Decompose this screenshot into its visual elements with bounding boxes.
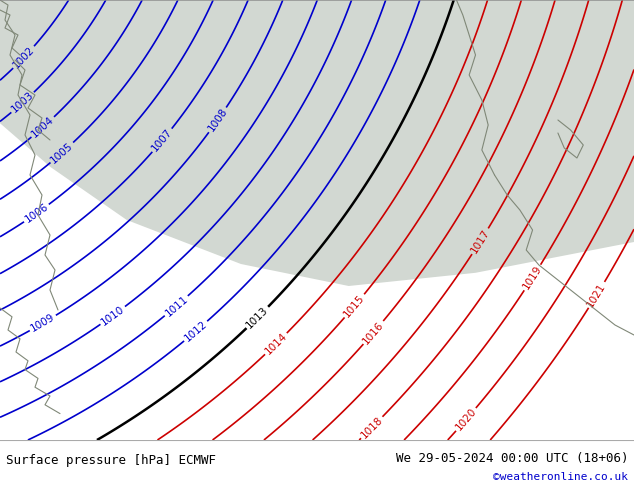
Polygon shape	[0, 0, 634, 286]
Text: 1011: 1011	[163, 294, 190, 318]
Text: 1019: 1019	[521, 264, 544, 292]
Text: 1015: 1015	[342, 293, 367, 319]
Text: 1017: 1017	[469, 227, 491, 255]
Text: 1004: 1004	[30, 115, 56, 140]
Text: Surface pressure [hPa] ECMWF: Surface pressure [hPa] ECMWF	[6, 454, 216, 466]
Text: 1008: 1008	[206, 106, 230, 134]
Text: 1010: 1010	[100, 304, 126, 327]
Text: We 29-05-2024 00:00 UTC (18+06): We 29-05-2024 00:00 UTC (18+06)	[396, 451, 628, 465]
Text: 1006: 1006	[23, 201, 50, 225]
Text: 1002: 1002	[11, 45, 37, 70]
Text: 1020: 1020	[453, 406, 479, 433]
Text: 1012: 1012	[183, 319, 209, 343]
Text: 1018: 1018	[359, 415, 385, 441]
Text: 1005: 1005	[49, 140, 75, 165]
Text: 1007: 1007	[150, 127, 174, 154]
Text: 1009: 1009	[29, 312, 57, 334]
Text: 1003: 1003	[10, 90, 36, 115]
Text: 1014: 1014	[263, 331, 289, 357]
Text: 1021: 1021	[585, 281, 608, 309]
Text: 1013: 1013	[245, 305, 270, 330]
Text: ©weatheronline.co.uk: ©weatheronline.co.uk	[493, 472, 628, 482]
Text: 1016: 1016	[361, 319, 386, 346]
